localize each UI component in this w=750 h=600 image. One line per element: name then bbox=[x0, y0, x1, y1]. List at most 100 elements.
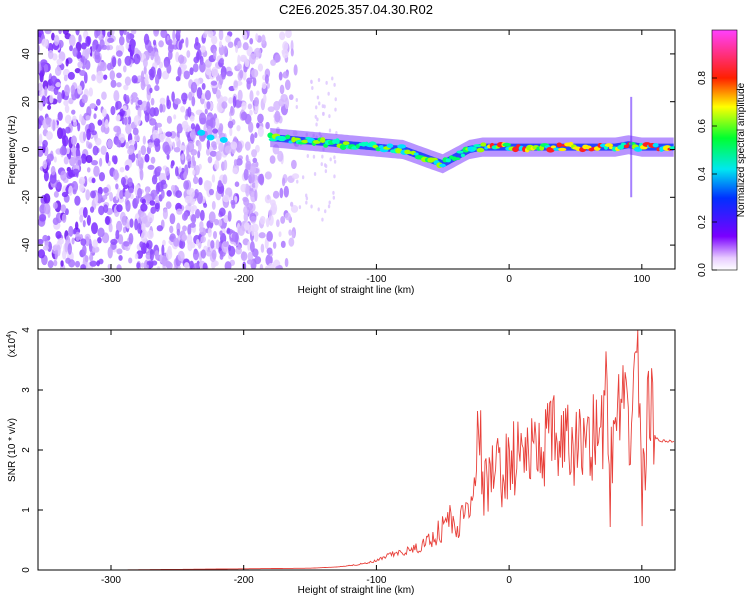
noise-blob bbox=[100, 61, 107, 72]
noise-blob bbox=[79, 69, 87, 77]
noise-blob bbox=[106, 138, 113, 149]
noise-blob bbox=[212, 128, 219, 134]
noise-blob bbox=[175, 190, 183, 198]
noise-blob bbox=[173, 114, 177, 120]
signal-blob bbox=[604, 143, 614, 147]
noise-blob bbox=[215, 239, 220, 250]
noise-blob bbox=[59, 146, 67, 156]
noise-blob bbox=[134, 134, 140, 142]
noise-blob bbox=[290, 48, 294, 57]
noise-blob bbox=[116, 139, 122, 148]
noise-blob bbox=[49, 94, 54, 104]
noise-blob bbox=[182, 64, 188, 70]
noise-blob bbox=[77, 85, 83, 95]
noise-blob bbox=[74, 67, 81, 74]
noise-blob bbox=[150, 248, 154, 255]
noise-blob bbox=[315, 122, 318, 127]
noise-blob bbox=[188, 91, 192, 101]
noise-blob bbox=[288, 94, 294, 101]
noise-blob bbox=[57, 91, 62, 104]
colorbar-tick-label: 0.2 bbox=[697, 215, 708, 229]
noise-blob bbox=[42, 160, 48, 170]
noise-blob bbox=[227, 41, 234, 48]
snr-axes: -300 -200 -100 0 100 0 1 2 3 4 bbox=[21, 327, 675, 586]
noise-blob bbox=[280, 240, 286, 249]
noise-blob bbox=[196, 87, 203, 99]
noise-blob bbox=[253, 97, 260, 107]
signal-blob bbox=[553, 147, 560, 151]
noise-blob bbox=[184, 195, 192, 204]
snr-panel: -300 -200 -100 0 100 0 1 2 3 4 Height of straight… bbox=[6, 327, 676, 596]
noise-blob bbox=[107, 31, 112, 38]
noise-blob bbox=[55, 230, 62, 239]
noise-blob bbox=[147, 45, 154, 54]
noise-blob bbox=[46, 131, 53, 141]
noise-blob bbox=[159, 103, 163, 113]
noise-blob bbox=[211, 174, 216, 183]
noise-blob bbox=[62, 249, 67, 260]
noise-blob bbox=[150, 66, 156, 79]
noise-blob bbox=[333, 82, 336, 87]
snr-frame bbox=[37, 329, 676, 571]
noise-blob bbox=[139, 241, 144, 248]
noise-blob bbox=[123, 116, 128, 126]
noise-blob bbox=[245, 163, 252, 171]
noise-blob bbox=[190, 214, 197, 224]
noise-blob bbox=[52, 202, 58, 210]
noise-blob bbox=[192, 176, 199, 185]
noise-blob bbox=[132, 127, 139, 136]
noise-blob bbox=[333, 174, 336, 179]
noise-blob bbox=[158, 40, 164, 48]
signal-blob bbox=[334, 138, 340, 145]
noise-blob bbox=[82, 206, 88, 219]
noise-blob bbox=[75, 30, 80, 36]
signal-blob bbox=[480, 142, 487, 147]
snr-xtick-label: -300 bbox=[101, 575, 121, 586]
noise-blob bbox=[289, 201, 294, 207]
noise-blob bbox=[67, 71, 75, 80]
signal-blob bbox=[652, 143, 659, 148]
noise-blob bbox=[316, 95, 320, 100]
noise-blob bbox=[195, 208, 201, 219]
noise-blob bbox=[245, 154, 249, 163]
noise-blob bbox=[150, 51, 155, 61]
noise-blob bbox=[328, 128, 332, 133]
colorbar-tick-label: 0.0 bbox=[697, 263, 708, 277]
noise-blob bbox=[311, 85, 314, 90]
noise-blob bbox=[140, 70, 145, 82]
noise-blob bbox=[183, 171, 187, 180]
noise-blob bbox=[162, 208, 168, 220]
noise-blob bbox=[194, 164, 200, 176]
noise-blob bbox=[284, 257, 289, 268]
noise-blob bbox=[324, 169, 328, 174]
noise-blob bbox=[239, 69, 244, 79]
noise-blob bbox=[295, 97, 298, 102]
noise-blob bbox=[142, 135, 147, 145]
noise-blob bbox=[227, 120, 234, 129]
noise-blob bbox=[310, 79, 313, 84]
noise-blob bbox=[272, 241, 277, 249]
noise-blob bbox=[269, 199, 276, 207]
noise-blob bbox=[146, 101, 151, 114]
noise-blob bbox=[186, 145, 190, 157]
noise-blob bbox=[278, 71, 283, 81]
noise-blob bbox=[81, 94, 88, 104]
noise-blob bbox=[80, 264, 86, 269]
spectrogram-xtick-label: -300 bbox=[101, 274, 121, 285]
noise-blob bbox=[166, 63, 172, 74]
noise-blob bbox=[84, 255, 89, 263]
noise-blob bbox=[232, 167, 238, 175]
noise-blob bbox=[43, 170, 49, 182]
noise-blob bbox=[45, 116, 51, 125]
noise-blob bbox=[195, 36, 199, 47]
noise-blob bbox=[261, 34, 266, 45]
noise-blob bbox=[180, 105, 186, 113]
noise-blob bbox=[119, 30, 124, 37]
noise-blob bbox=[275, 265, 283, 269]
noise-blob bbox=[219, 230, 223, 236]
noise-blob bbox=[257, 113, 264, 124]
noise-blob bbox=[221, 101, 228, 109]
noise-blob bbox=[200, 45, 206, 53]
noise-blob bbox=[115, 220, 123, 233]
